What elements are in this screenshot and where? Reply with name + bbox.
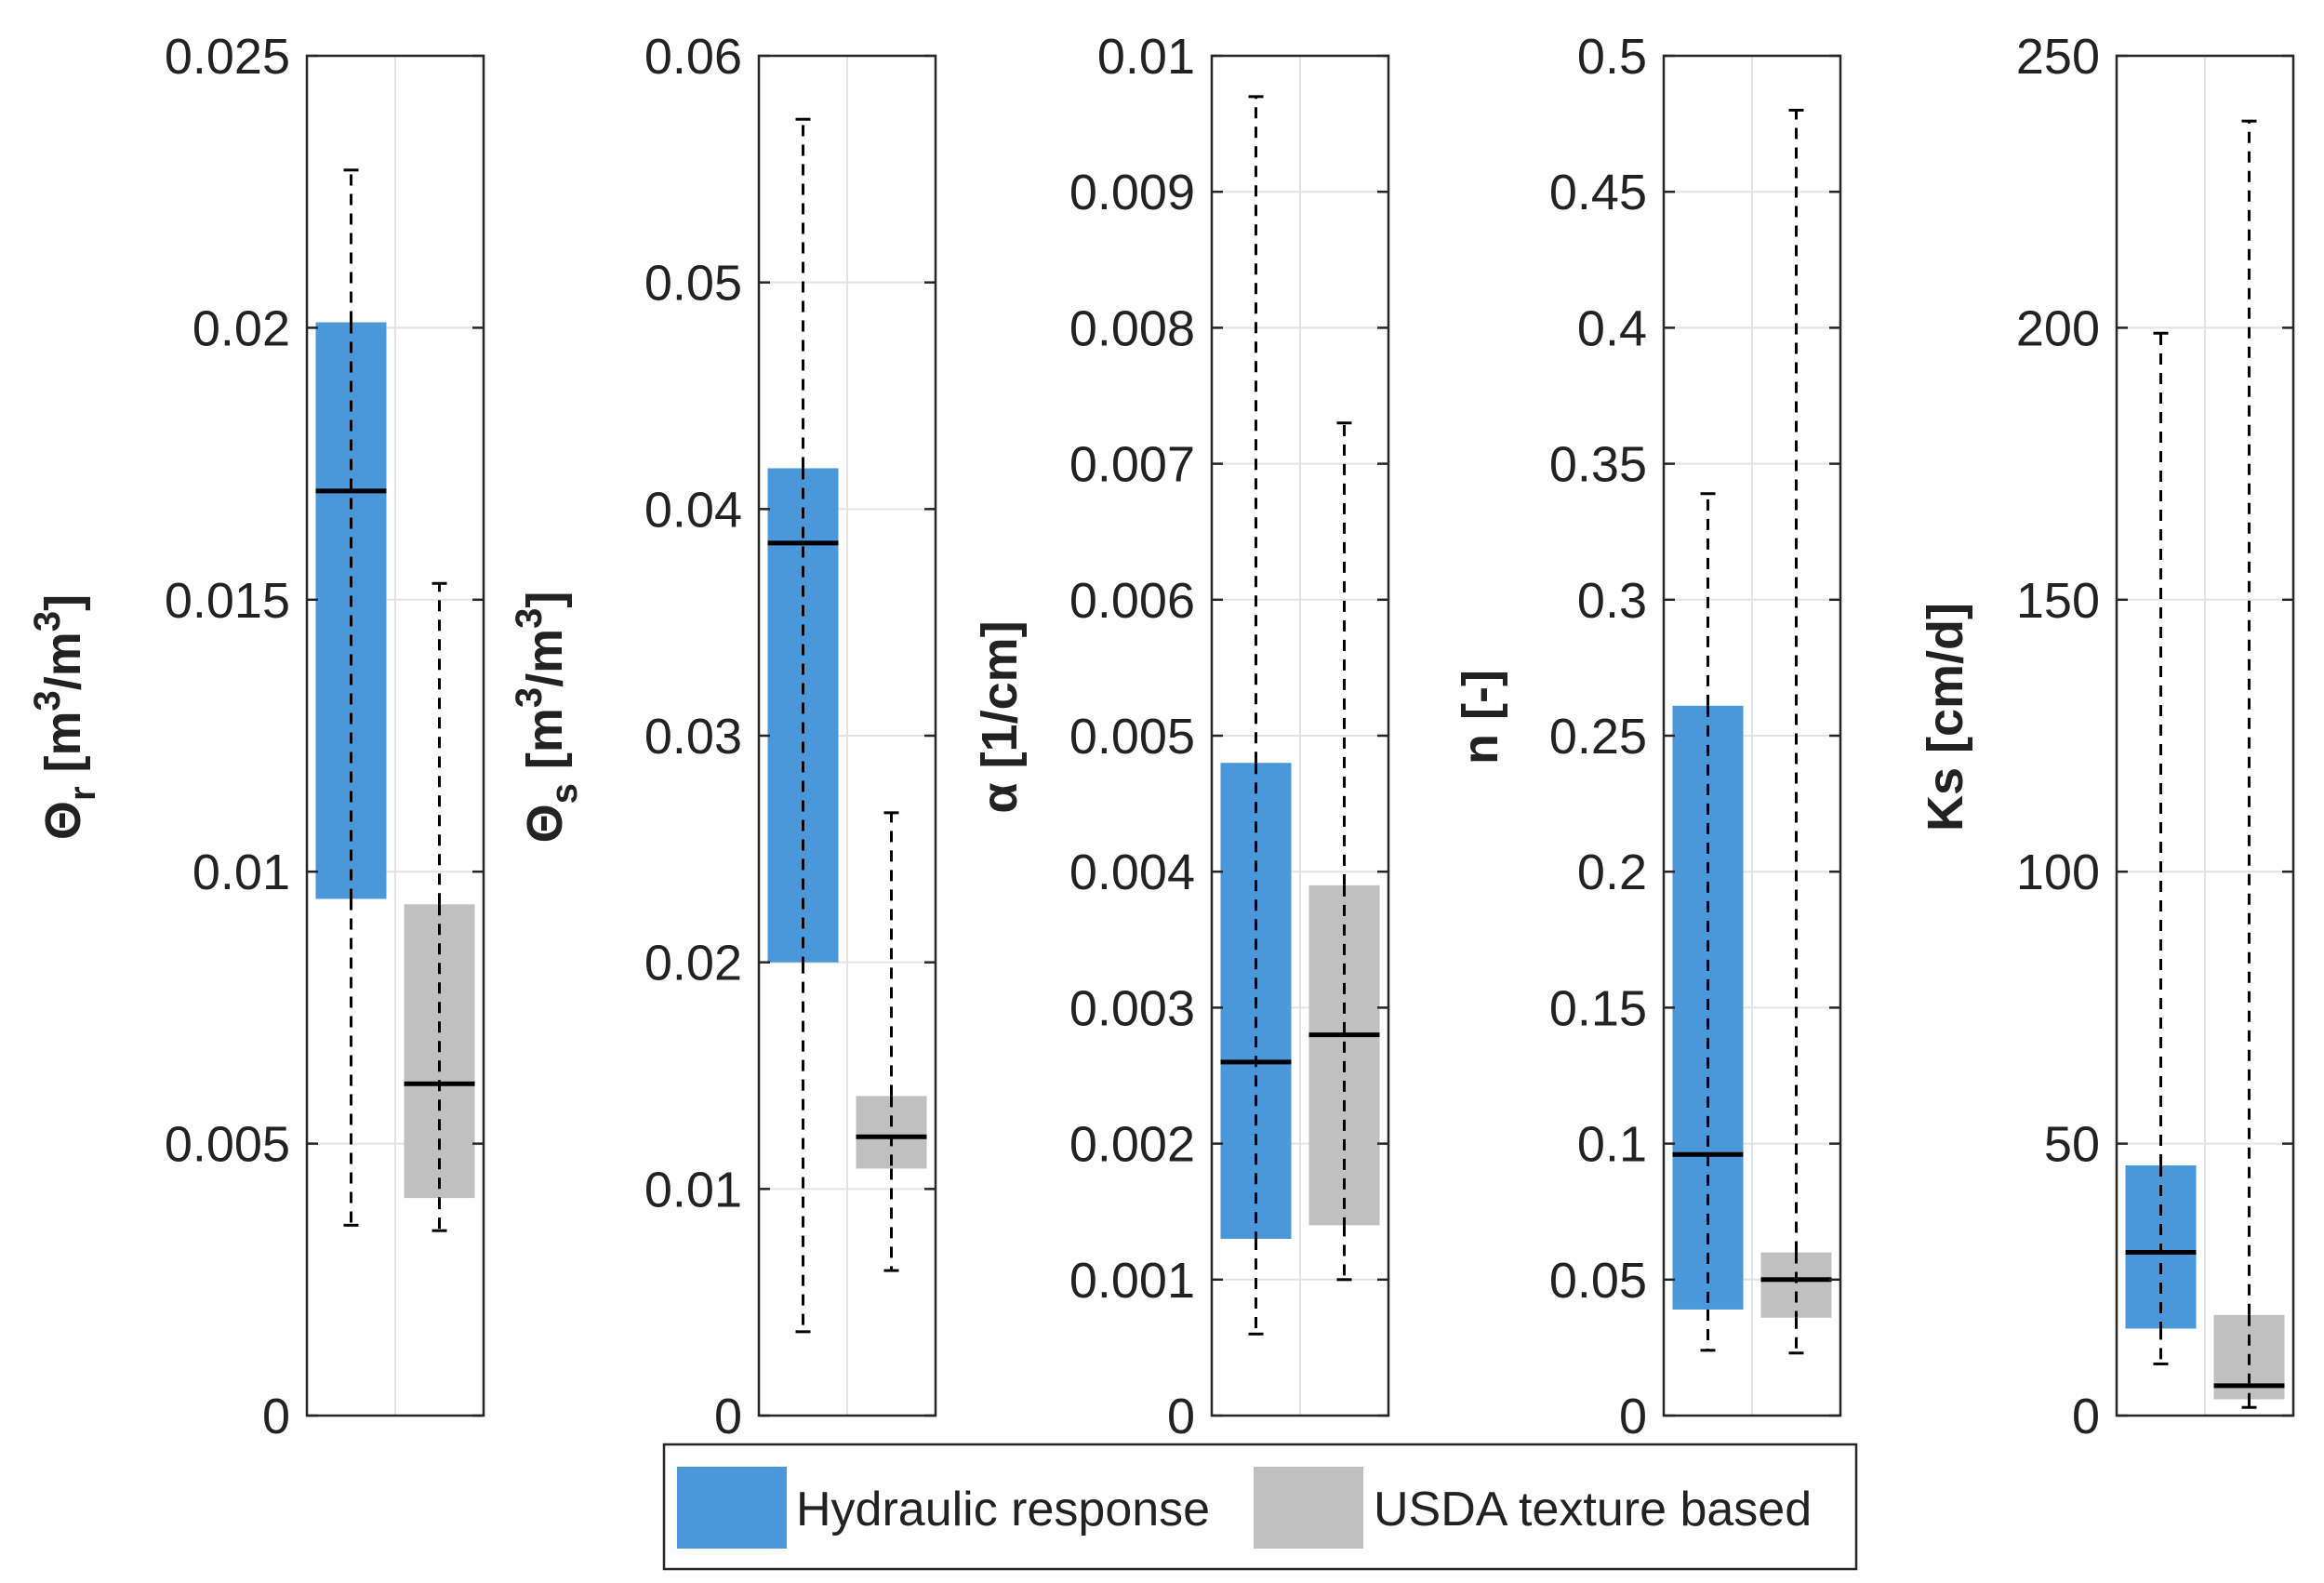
ytick-label-alpha-0: 0 xyxy=(1167,1389,1195,1444)
ytick-label-alpha-9: 0.009 xyxy=(1069,165,1195,220)
ylabel-symbol-ks: Ks [cm/d] xyxy=(1918,603,1973,831)
ytick-label-n-10: 0.5 xyxy=(1577,29,1647,85)
legend-label-usda-texture-based: USDA texture based xyxy=(1374,1483,1812,1536)
ytick-label-alpha-10: 0.01 xyxy=(1097,29,1195,85)
ylabel-symbol-theta-s: Θ xyxy=(517,804,573,843)
axes-frame-theta-r xyxy=(305,54,485,1417)
ytick-label-n-3: 0.15 xyxy=(1549,980,1647,1036)
ylabel-space-theta-s xyxy=(517,769,573,783)
ytick-label-alpha-5: 0.005 xyxy=(1069,709,1195,765)
ylabel-superscript-1-theta-s: 3 xyxy=(509,687,550,708)
ytick-label-theta-r-4: 0.02 xyxy=(193,300,290,356)
ytick-label-ks-4: 200 xyxy=(2016,300,2100,356)
ylabel-unit-mid-theta-r: /m xyxy=(35,632,91,690)
ylabel-unit-pre-theta-r: [m xyxy=(35,711,91,772)
ytick-label-theta-s-2: 0.02 xyxy=(644,936,742,991)
legend-swatch-hydraulic-response xyxy=(677,1467,787,1549)
ylabel-superscript-2-theta-s: 3 xyxy=(509,608,550,629)
ytick-label-ks-2: 100 xyxy=(2016,845,2100,900)
legend-label-hydraulic-response: Hydraulic response xyxy=(796,1483,1210,1536)
ytick-label-ks-5: 250 xyxy=(2016,29,2100,85)
ylabel-theta-r: Θr [m3/m3] xyxy=(27,594,103,840)
ylabel-theta-s: Θs [m3/m3] xyxy=(509,592,585,844)
panel-alpha: 0 0.001 0.002 0.003 0.004 0.005 0.006 0.007 0.00… xyxy=(972,29,1390,1444)
ytick-label-theta-r-0: 0 xyxy=(262,1389,290,1444)
ytick-label-theta-s-1: 0.01 xyxy=(644,1162,742,1217)
panel-n: 0 0.05 0.1 0.15 0.2 0.25 0.3 0.35 0.4 0.45 0.5 n [-… xyxy=(1453,29,1842,1444)
ylabel-space-theta-r xyxy=(35,772,91,786)
ylabel-unit-mid-theta-s: /m xyxy=(517,629,573,687)
ylabel-subscript-theta-r: r xyxy=(62,786,103,801)
legend-swatch-usda-texture-based xyxy=(1254,1467,1363,1549)
ytick-label-n-7: 0.35 xyxy=(1549,437,1647,493)
ylabel-unit-post-theta-s: ] xyxy=(517,592,573,608)
ylabel-superscript-2-theta-r: 3 xyxy=(27,611,68,632)
ylabel-ks: Ks [cm/d] xyxy=(1918,603,1973,831)
box-alpha-usda xyxy=(1308,885,1380,1226)
ytick-label-alpha-8: 0.008 xyxy=(1069,300,1195,356)
ytick-label-n-0: 0 xyxy=(1619,1389,1647,1444)
ytick-label-n-9: 0.45 xyxy=(1549,165,1647,220)
ylabel-unit-post-theta-r: ] xyxy=(35,594,91,611)
ytick-label-theta-s-5: 0.05 xyxy=(644,256,742,312)
panel-ks: 0 50 100 150 200 250 Ks [cm/d] xyxy=(1918,29,2295,1444)
ytick-label-theta-r-2: 0.01 xyxy=(193,845,290,900)
ytick-label-alpha-6: 0.006 xyxy=(1069,573,1195,629)
ylabel-symbol-theta-r: Θ xyxy=(35,801,91,840)
ytick-label-alpha-1: 0.001 xyxy=(1069,1253,1195,1309)
ytick-label-ks-0: 0 xyxy=(2072,1389,2100,1444)
ytick-label-theta-s-3: 0.03 xyxy=(644,709,742,765)
legend: Hydraulic response USDA texture based xyxy=(662,1443,1858,1571)
ylabel-unit-pre-alpha: [1/cm] xyxy=(972,620,1028,768)
ylabel-unit-pre-theta-s: [m xyxy=(517,708,573,769)
ylabel-symbol-alpha: α xyxy=(972,782,1028,813)
ytick-label-alpha-3: 0.003 xyxy=(1069,980,1195,1036)
ytick-label-theta-s-6: 0.06 xyxy=(644,29,742,85)
ytick-label-theta-r-5: 0.025 xyxy=(165,29,290,85)
ytick-label-n-8: 0.4 xyxy=(1577,300,1647,356)
ylabel-subscript-theta-s: s xyxy=(544,783,585,804)
ylabel-symbol-n: n [-] xyxy=(1453,670,1508,765)
axes-frame-ks xyxy=(2115,54,2295,1417)
ytick-label-theta-r-1: 0.005 xyxy=(165,1117,290,1173)
ytick-label-n-2: 0.1 xyxy=(1577,1117,1647,1173)
ytick-label-theta-r-3: 0.015 xyxy=(165,573,290,629)
ytick-label-alpha-2: 0.002 xyxy=(1069,1117,1195,1173)
ytick-label-n-6: 0.3 xyxy=(1577,573,1647,629)
ytick-label-ks-1: 50 xyxy=(2044,1117,2100,1173)
ytick-label-theta-s-0: 0 xyxy=(714,1389,742,1444)
ylabel-alpha: α [1/cm] xyxy=(972,620,1028,813)
box-theta-r-hydraulic xyxy=(315,322,387,899)
ytick-label-n-4: 0.2 xyxy=(1577,845,1647,900)
ytick-label-n-1: 0.05 xyxy=(1549,1253,1647,1309)
ylabel-space-alpha xyxy=(972,768,1028,782)
ytick-label-alpha-4: 0.004 xyxy=(1069,845,1195,900)
ytick-label-ks-3: 150 xyxy=(2016,573,2100,629)
ylabel-superscript-1-theta-r: 3 xyxy=(27,690,68,711)
ytick-label-theta-s-4: 0.04 xyxy=(644,482,742,538)
ytick-label-alpha-7: 0.007 xyxy=(1069,437,1195,493)
ytick-label-n-5: 0.25 xyxy=(1549,709,1647,765)
ylabel-n: n [-] xyxy=(1453,670,1508,765)
